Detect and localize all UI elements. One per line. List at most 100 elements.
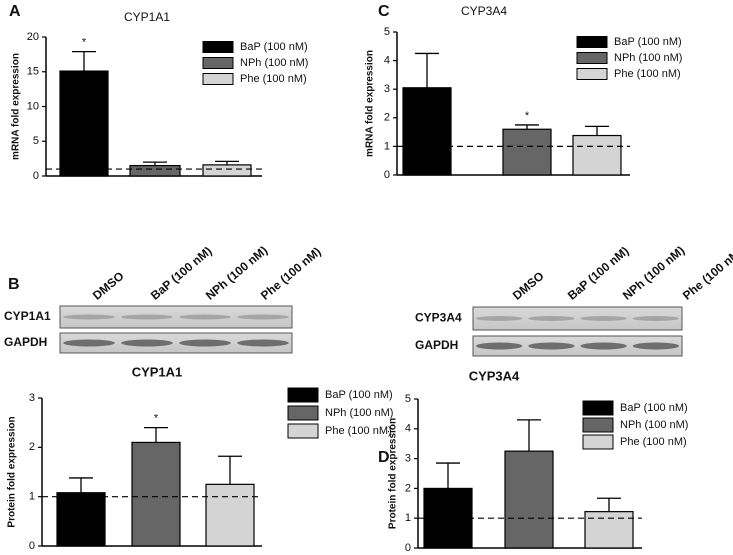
panel-letter: C (378, 3, 390, 20)
y-tick-label: 1 (384, 140, 390, 152)
row-label: CYP1A1 (4, 309, 51, 323)
legend-swatch (202, 41, 234, 53)
row-label: GAPDH (4, 335, 47, 349)
bar (56, 492, 106, 547)
legend-swatch (202, 57, 234, 69)
significance: * (82, 37, 87, 49)
y-tick-label: 0 (405, 542, 411, 554)
blot-band (237, 314, 289, 320)
y-tick-label: 1 (29, 491, 35, 503)
y-axis-label: mRNA fold expression (365, 50, 376, 157)
legend-swatch (576, 68, 608, 80)
legend-label: BaP (100 nM) (325, 389, 393, 401)
legend-swatch (287, 405, 319, 421)
blot-band (632, 316, 680, 321)
legend-swatch (202, 73, 234, 85)
legend-label: BaP (100 nM) (620, 402, 688, 414)
blot-band (528, 342, 575, 350)
bar (402, 87, 452, 176)
bar (572, 134, 622, 176)
legend-swatch (287, 423, 319, 439)
legend-swatch (287, 387, 319, 403)
legend-label: NPh (100 nM) (240, 57, 308, 69)
bar (504, 450, 554, 549)
legend-label: Phe (100 nM) (240, 73, 307, 85)
bar (205, 483, 255, 547)
blot-strip (59, 332, 293, 354)
lane-label: Phe (100 nM) (680, 244, 733, 302)
error-bar (69, 477, 93, 493)
significance: * (525, 110, 530, 122)
significance: * (154, 413, 159, 425)
bar (131, 441, 181, 547)
lane-label: DMSO (510, 269, 547, 303)
y-tick-label: 20 (27, 31, 39, 43)
y-tick-label: 5 (33, 135, 39, 147)
y-tick-label: 3 (405, 453, 411, 465)
error-bar (143, 161, 167, 166)
error-bar (72, 50, 96, 72)
legend-swatch (582, 434, 614, 450)
legend-swatch (576, 36, 608, 48)
chart-title: CYP1A1 (124, 10, 170, 24)
legend-label: NPh (100 nM) (325, 407, 393, 419)
lane-label: NPh (100 nM) (620, 243, 687, 303)
y-axis-label: Protein fold expression (7, 416, 18, 527)
panel-letter: B (8, 276, 20, 293)
error-bar (517, 419, 541, 452)
error-bar (415, 52, 439, 88)
legend-label: Phe (100 nM) (325, 425, 392, 437)
legend-swatch (582, 417, 614, 433)
y-tick-label: 0 (29, 540, 35, 552)
y-tick-label: 1 (405, 512, 411, 524)
blot-band (580, 316, 627, 321)
legend-swatch (582, 400, 614, 416)
y-tick-label: 4 (384, 55, 390, 67)
blot-strip (472, 335, 683, 357)
error-bar (144, 426, 168, 443)
blot-band (580, 342, 627, 350)
y-tick-label: 10 (27, 100, 39, 112)
chart-title: CYP3A4 (469, 368, 520, 383)
chart-title: CYP3A4 (461, 4, 507, 18)
y-tick-label: 2 (29, 441, 35, 453)
y-tick-label: 0 (384, 169, 390, 181)
row-label: CYP3A4 (415, 311, 462, 325)
legend-label: Phe (100 nM) (620, 436, 687, 448)
panel-letter: A (9, 3, 21, 20)
y-axis-label: mRNA fold expression (11, 53, 22, 160)
legend-label: NPh (100 nM) (620, 419, 688, 431)
error-bar (215, 160, 239, 165)
legend-label: Phe (100 nM) (614, 68, 681, 80)
blot-band (121, 314, 173, 320)
y-tick-label: 5 (405, 393, 411, 405)
y-axis-label: Protein fold expression (388, 418, 399, 529)
bar (502, 128, 552, 176)
blot-band (475, 342, 523, 350)
blot-band (475, 316, 523, 321)
error-bar (218, 455, 242, 485)
blot-band (632, 342, 680, 350)
blot-band (121, 339, 173, 347)
error-bar (436, 462, 460, 489)
y-tick-label: 3 (29, 392, 35, 404)
blot-strip (59, 305, 293, 329)
bar (202, 164, 252, 177)
legend-label: BaP (100 nM) (614, 36, 682, 48)
error-bar (597, 497, 621, 512)
y-tick-label: 15 (27, 66, 39, 78)
bar (584, 511, 634, 549)
y-tick-label: 0 (33, 170, 39, 182)
legend-label: BaP (100 nM) (240, 41, 308, 53)
panel-letter: D (378, 449, 390, 466)
error-bar (515, 124, 539, 130)
error-bar (585, 125, 609, 136)
y-tick-label: 5 (384, 26, 390, 38)
legend-label: NPh (100 nM) (614, 52, 682, 64)
blot-band (179, 314, 231, 320)
y-tick-label: 4 (405, 423, 411, 435)
bar (59, 70, 109, 177)
blot-band (179, 339, 231, 347)
chart-title: CYP1A1 (132, 364, 183, 379)
